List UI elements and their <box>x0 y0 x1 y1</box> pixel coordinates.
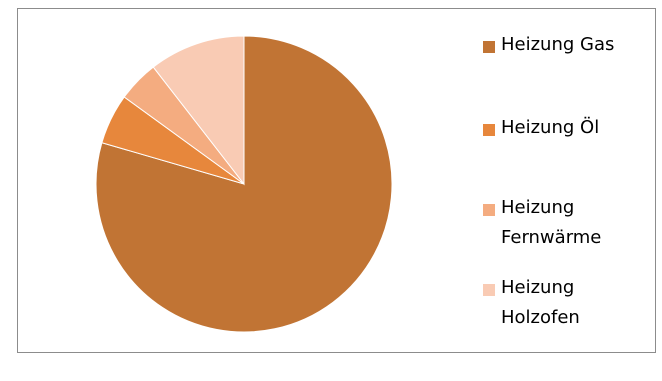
legend-swatch-oel <box>483 124 495 136</box>
legend-label-holzofen: Heizung Holzofen <box>501 277 580 328</box>
chart-area <box>17 8 656 353</box>
legend-item-holzofen: Heizung Holzofen <box>483 277 651 333</box>
pie-slice-holzofen <box>152 35 245 186</box>
legend-label-oel: Heizung Öl <box>501 117 600 138</box>
legend-item-gas: Heizung Gas <box>483 34 651 60</box>
legend-label-gas: Heizung Gas <box>501 34 615 55</box>
legend-swatch-fernwaerme <box>483 204 495 216</box>
chart-legend: Heizung Gas Heizung Öl Heizung Fernwärme… <box>483 34 658 334</box>
legend-swatch-holzofen <box>483 284 495 296</box>
legend-swatch-gas <box>483 41 495 53</box>
legend-item-fernwaerme: Heizung Fernwärme <box>483 197 651 253</box>
legend-label-fernwaerme: Heizung Fernwärme <box>501 197 602 248</box>
legend-item-oel: Heizung Öl <box>483 117 651 143</box>
pie-chart <box>95 35 393 333</box>
